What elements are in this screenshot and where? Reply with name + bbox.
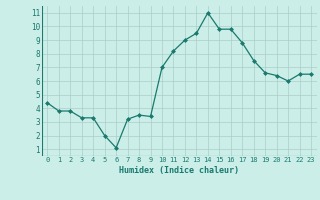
X-axis label: Humidex (Indice chaleur): Humidex (Indice chaleur)	[119, 166, 239, 175]
